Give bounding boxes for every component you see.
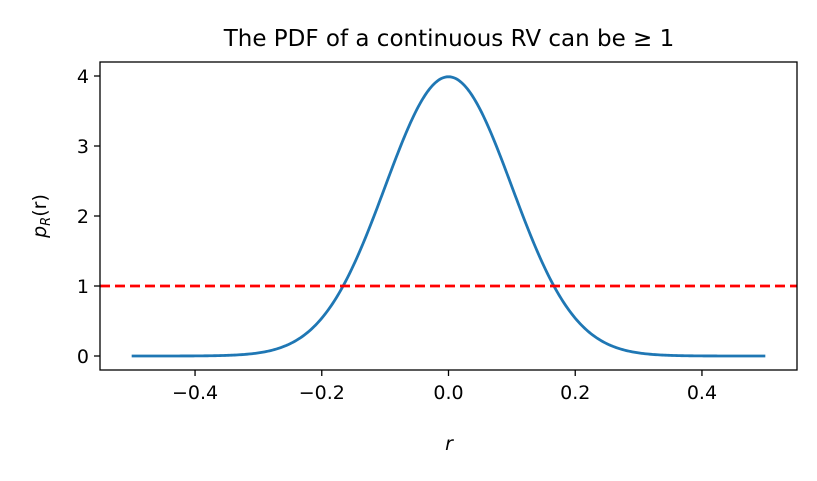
chart-title: The PDF of a continuous RV can be ≥ 1 xyxy=(223,26,675,52)
x-tick-label: 0.0 xyxy=(433,382,463,404)
pdf-line xyxy=(131,75,766,358)
x-tick-label: 0.2 xyxy=(560,382,590,404)
y-tick-label: 4 xyxy=(77,66,89,88)
x-axis-label: r xyxy=(445,433,454,455)
y-label-main: p xyxy=(29,226,51,239)
x-tick-label: −0.2 xyxy=(299,382,345,404)
y-label-arg: (r) xyxy=(29,194,51,217)
y-label-sub: R xyxy=(39,217,54,226)
svg-text:pR(r): pR(r) xyxy=(29,194,54,239)
x-tick-label: −0.4 xyxy=(172,382,218,404)
y-tick-label: 0 xyxy=(77,346,89,368)
y-tick-label: 3 xyxy=(77,136,89,158)
x-tick-label: 0.4 xyxy=(687,382,717,404)
y-tick-label: 2 xyxy=(77,206,89,228)
y-axis-label: pR(r) xyxy=(29,194,54,239)
y-tick-label: 1 xyxy=(77,276,89,298)
plot-frame xyxy=(99,61,798,371)
